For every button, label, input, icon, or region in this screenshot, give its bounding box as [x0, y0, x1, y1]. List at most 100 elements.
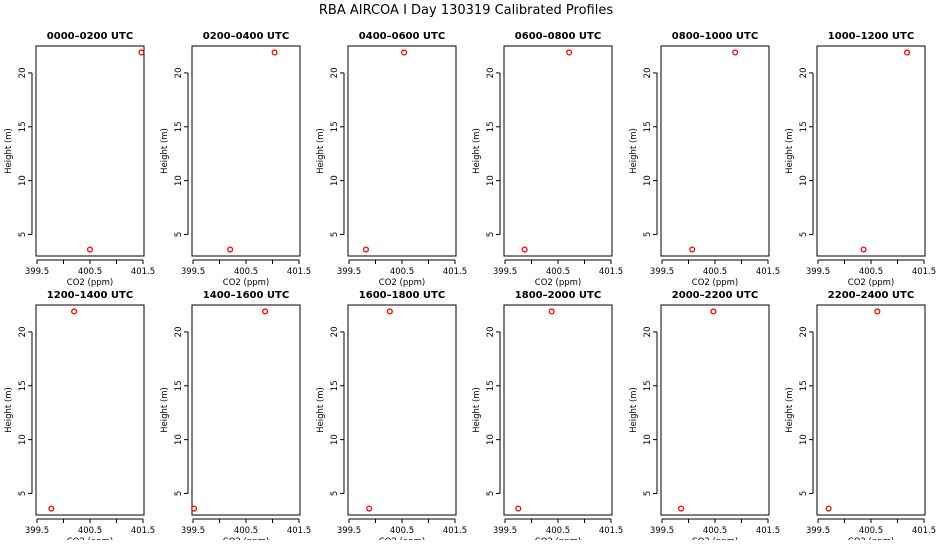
y-axis-label: Height (m): [472, 128, 482, 174]
data-point: [903, 49, 911, 56]
y-tick-label: 10: [799, 434, 809, 445]
x-tick-label: 399.5: [337, 267, 361, 277]
x-tick-label: 400.5: [390, 526, 414, 536]
data-point: [689, 246, 696, 253]
x-tick-label: 401.5: [599, 526, 623, 536]
y-tick-label: 15: [174, 380, 184, 391]
y-axis-label: Height (m): [629, 387, 639, 433]
plot-frame: [816, 304, 926, 516]
plot-frame: [347, 304, 457, 516]
plot-frame: [660, 304, 770, 516]
panel-title: 2000–2200 UTC: [672, 290, 758, 301]
x-tick-label: 401.5: [756, 526, 780, 536]
plot-frame: [191, 304, 301, 516]
panel-1: 0000–0200 UTC 399.5 400.5 401.5 CO2 (ppm) 5 10…: [4, 31, 155, 288]
data-point: [271, 49, 278, 56]
y-tick-label: 20: [174, 68, 184, 79]
panel-3: 0400–0600 UTC 399.5 400.5 401.5 CO2 (ppm) 5 10…: [316, 31, 467, 288]
y-tick-label: 20: [643, 327, 653, 338]
y-tick-label: 10: [486, 434, 496, 445]
x-tick-label: 400.5: [703, 267, 727, 277]
x-tick-label: 399.5: [650, 267, 674, 277]
y-tick-label: 10: [330, 175, 340, 186]
y-axis-label: Height (m): [472, 387, 482, 433]
y-tick-label: 5: [18, 491, 28, 496]
panel-title: 1000–1200 UTC: [828, 31, 914, 42]
panel-title: 2200–2400 UTC: [828, 290, 914, 301]
x-tick-label: 399.5: [337, 526, 361, 536]
data-point: [138, 49, 145, 56]
x-tick-label: 399.5: [806, 267, 830, 277]
plot-frame: [816, 45, 926, 257]
y-tick-label: 15: [486, 380, 496, 391]
y-tick-label: 20: [174, 327, 184, 338]
panel-title: 1600–1800 UTC: [359, 290, 445, 301]
x-tick-label: 400.5: [234, 267, 258, 277]
x-tick-label: 401.5: [131, 267, 155, 277]
panel-title: 0200–0400 UTC: [203, 31, 289, 42]
y-tick-label: 20: [330, 327, 340, 338]
x-tick-label: 400.5: [78, 267, 102, 277]
data-point: [566, 49, 573, 56]
panel-title: 0600–0800 UTC: [515, 31, 601, 42]
data-point: [732, 49, 739, 56]
x-tick-label: 399.5: [25, 526, 49, 536]
x-tick-label: 400.5: [546, 526, 570, 536]
y-tick-label: 10: [643, 434, 653, 445]
y-tick-label: 15: [18, 380, 28, 391]
x-tick-label: 401.5: [912, 526, 936, 536]
plot-frame: [347, 45, 457, 257]
y-axis-label: Height (m): [4, 128, 14, 174]
y-tick-label: 15: [330, 121, 340, 132]
plot-frame: [191, 45, 301, 257]
data-point: [401, 49, 408, 56]
y-tick-label: 10: [799, 175, 809, 186]
panel-title: 0000–0200 UTC: [47, 31, 133, 42]
x-axis-label: CO2 (ppm): [223, 278, 269, 288]
x-tick-label: 401.5: [287, 267, 311, 277]
x-tick-label: 399.5: [181, 267, 205, 277]
y-axis-label: Height (m): [4, 387, 14, 433]
y-tick-label: 5: [330, 491, 340, 496]
data-point: [860, 246, 867, 253]
y-tick-label: 5: [799, 232, 809, 237]
x-tick-label: 399.5: [806, 526, 830, 536]
x-tick-label: 401.5: [912, 267, 936, 277]
y-tick-label: 5: [486, 491, 496, 496]
x-tick-label: 400.5: [703, 526, 727, 536]
x-tick-label: 401.5: [443, 526, 467, 536]
data-point: [386, 308, 393, 315]
x-tick-label: 400.5: [78, 526, 102, 536]
panel-4: 0600–0800 UTC 399.5 400.5 401.5 CO2 (ppm) 5 10…: [472, 31, 623, 288]
panel-title: 0400–0600 UTC: [359, 31, 445, 42]
y-tick-label: 5: [18, 232, 28, 237]
panel-title: 1200–1400 UTC: [47, 290, 133, 301]
y-axis-label: Height (m): [316, 128, 326, 174]
x-tick-label: 400.5: [859, 526, 883, 536]
data-point: [227, 246, 234, 253]
y-tick-label: 15: [643, 380, 653, 391]
y-tick-label: 20: [643, 68, 653, 79]
y-axis-label: Height (m): [629, 128, 639, 174]
x-tick-label: 401.5: [131, 526, 155, 536]
plot-frame: [503, 45, 613, 257]
x-axis-label: CO2 (ppm): [535, 278, 581, 288]
y-axis-label: Height (m): [785, 387, 795, 433]
x-tick-label: 399.5: [181, 526, 205, 536]
y-tick-label: 20: [486, 327, 496, 338]
data-point: [48, 505, 55, 512]
x-tick-label: 400.5: [390, 267, 414, 277]
y-tick-label: 10: [18, 175, 28, 186]
panel-6: 1000–1200 UTC 399.5 400.5 401.5 CO2 (ppm) 5 10…: [785, 31, 936, 288]
data-point: [362, 246, 370, 253]
y-tick-label: 5: [330, 232, 340, 237]
y-tick-label: 5: [643, 232, 653, 237]
panel-2: 0200–0400 UTC 399.5 400.5 401.5 CO2 (ppm) 5 10…: [160, 31, 311, 288]
